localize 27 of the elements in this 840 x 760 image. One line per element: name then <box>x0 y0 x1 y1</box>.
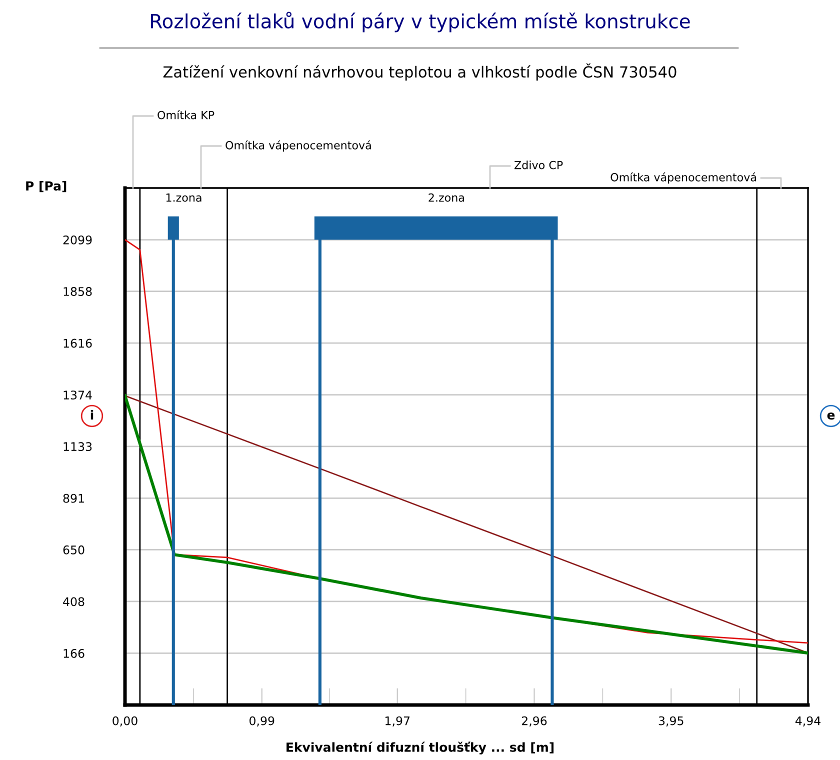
text: Omítka vápenocementová <box>226 140 371 152</box>
chart-title: Rozložení tlaků vodní páry v typickém místě konstrukce <box>151 12 690 32</box>
text: Zdivo CP <box>514 160 563 170</box>
text: i <box>90 410 94 420</box>
x-tick-label: 1,97 <box>386 716 410 726</box>
x-tick-label: 4,94 <box>795 716 820 726</box>
y-tick-label: 2099 <box>63 235 92 244</box>
text: Omítka KP <box>158 110 214 120</box>
x-tick-label: 0,00 <box>112 716 138 726</box>
text: e <box>827 412 835 420</box>
y-tick-label: 166 <box>64 648 84 658</box>
band-label: 1.zona <box>166 194 202 202</box>
x-tick-label: 3,95 <box>658 716 684 726</box>
y-tick-label: 1858 <box>64 287 92 296</box>
x-tick-label: 0,99 <box>250 716 274 726</box>
y-tick-label: 891 <box>63 494 84 503</box>
y-tick-label: 1133 <box>64 442 92 452</box>
y-axis-title: P [Pa] <box>26 180 66 192</box>
band-label: 2.zona <box>428 193 464 202</box>
y-tick-label: 1616 <box>64 338 92 348</box>
x-axis-title: Ekvivalentní difuzní tloušťky ... sd [m] <box>286 742 554 754</box>
y-tick-label: 650 <box>63 545 84 554</box>
y-tick-label: 1374 <box>64 390 92 400</box>
text: Omítka vápenocementová <box>610 172 756 184</box>
y-tick-label: 408 <box>63 597 84 606</box>
x-tick-label: 2,96 <box>522 716 547 726</box>
chart-subtitle: Zatížení venkovní návrhovou teplotou a vlhkostí podle ČSN 730540 <box>163 63 676 81</box>
